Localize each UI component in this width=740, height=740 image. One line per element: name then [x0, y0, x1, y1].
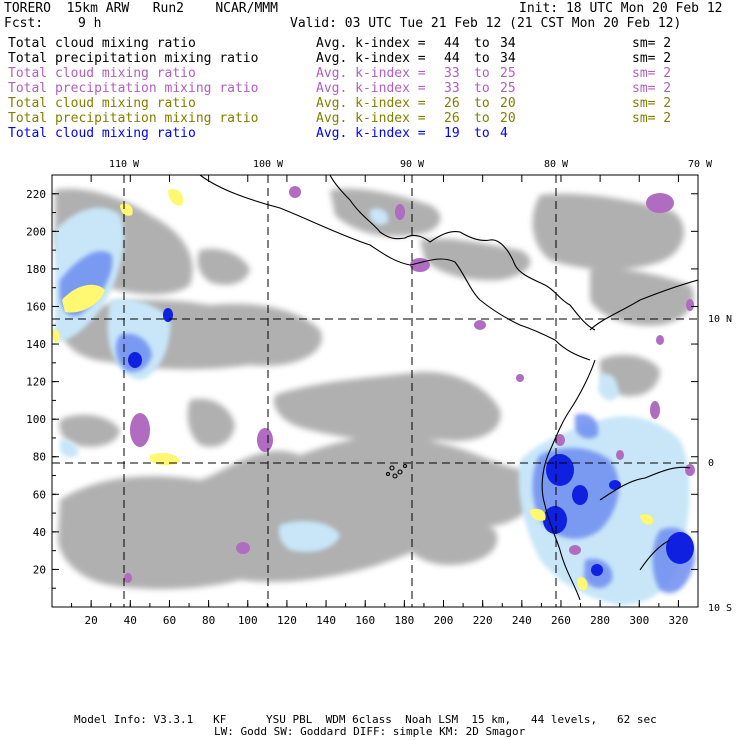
x-tick-label: 320: [668, 614, 688, 627]
k-index-to: 25: [500, 66, 516, 81]
k-index-from: 26: [444, 111, 460, 126]
k-index-to-word: to: [474, 126, 490, 141]
x-tick-label: 200: [434, 614, 454, 627]
y-tick-label: 100: [26, 413, 46, 426]
model-info-line2: LW: Godd SW: Goddard DIFF: simple KM: 2D…: [214, 725, 526, 738]
x-tick-label: 160: [355, 614, 375, 627]
k-index-label: Avg. k-index =: [316, 96, 426, 111]
y-tick-label: 40: [33, 526, 46, 539]
valid-time: Valid: 03 UTC Tue 21 Feb 12 (21 CST Mon …: [290, 16, 682, 31]
k-index-to: 25: [500, 81, 516, 96]
k-index-from: 26: [444, 96, 460, 111]
x-tick-label: 100: [238, 614, 258, 627]
lat-lon-grid: [52, 175, 698, 607]
latitude-labels: 10 N 0 10 S: [708, 314, 732, 614]
y-tick-label: 160: [26, 300, 46, 313]
smoothing-label: sm= 2: [632, 111, 672, 126]
y-tick-label: 20: [33, 563, 46, 576]
k-index-to: 34: [500, 36, 516, 51]
cloud-field-purple: [124, 186, 695, 583]
x-tick-label: 140: [316, 614, 336, 627]
lon-label: 80 W: [544, 159, 569, 170]
model-title: TORERO 15km ARW Run2 NCAR/MMM: [4, 1, 278, 16]
smoothing-label: sm= 2: [632, 36, 672, 51]
k-index-from: 44: [444, 36, 460, 51]
y-grid-index-labels: 20 40 60 80 100 120 140 160 180 200 220: [26, 188, 46, 577]
smoothing-label: sm= 2: [632, 51, 672, 66]
k-index-label: Avg. k-index =: [316, 111, 426, 126]
cloud-field-yellow: [52, 189, 654, 591]
y-tick-label: 80: [33, 451, 46, 464]
x-tick-label: 220: [473, 614, 493, 627]
k-index-to: 20: [500, 96, 516, 111]
k-index-to-word: to: [474, 66, 490, 81]
model-info-line1: Model Info: V3.3.1 KF YSU PBL WDM 6class…: [74, 713, 657, 726]
lat-label: 0: [708, 458, 714, 469]
k-index-label: Avg. k-index =: [316, 51, 426, 66]
x-tick-label: 20: [85, 614, 98, 627]
lat-label: 10 N: [708, 314, 732, 325]
x-tick-label: 80: [202, 614, 215, 627]
field-name: Total precipitation mixing ratio: [8, 111, 259, 126]
lon-label: 70 W: [688, 159, 713, 170]
x-tick-label: 260: [551, 614, 571, 627]
k-index-to-word: to: [474, 81, 490, 96]
k-index-label: Avg. k-index =: [316, 36, 426, 51]
smoothing-label: sm= 2: [632, 81, 672, 96]
field-name: Total cloud mixing ratio: [8, 36, 196, 51]
plot-frame: [51, 174, 699, 608]
smoothing-label: sm= 2: [632, 96, 672, 111]
lon-label: 90 W: [400, 159, 425, 170]
x-tick-label: 60: [163, 614, 176, 627]
y-tick-label: 220: [26, 188, 46, 201]
y-tick-label: 200: [26, 225, 46, 238]
k-index-to-word: to: [474, 96, 490, 111]
k-index-from: 19: [444, 126, 460, 141]
field-name: Total cloud mixing ratio: [8, 66, 196, 81]
lon-label: 100 W: [253, 159, 284, 170]
k-index-to-word: to: [474, 36, 490, 51]
x-tick-label: 240: [512, 614, 532, 627]
longitude-labels: 110 W 100 W 90 W 80 W 70 W: [109, 159, 713, 170]
k-index-to-word: to: [474, 51, 490, 66]
x-grid-index-labels: 20 40 60 80 100 120 140 160 180 200 220 240 260 280 30…: [85, 614, 689, 627]
field-name: Total cloud mixing ratio: [8, 126, 196, 141]
forecast-label: Fcst:: [4, 16, 44, 31]
y-tick-label: 180: [26, 263, 46, 276]
x-tick-label: 120: [277, 614, 297, 627]
field-name: Total cloud mixing ratio: [8, 96, 196, 111]
y-tick-label: 60: [33, 488, 46, 501]
x-tick-label: 280: [590, 614, 610, 627]
init-time: Init: 18 UTC Mon 20 Feb 12: [519, 1, 723, 16]
x-tick-label: 300: [629, 614, 649, 627]
y-tick-label: 140: [26, 338, 46, 351]
k-index-from: 33: [444, 66, 460, 81]
x-tick-label: 40: [124, 614, 137, 627]
coastline: [199, 175, 698, 601]
field-name: Total precipitation mixing ratio: [8, 51, 259, 66]
k-index-to: 34: [500, 51, 516, 66]
axis-ticks: [51, 174, 699, 608]
k-index-from: 33: [444, 81, 460, 96]
k-index-label: Avg. k-index =: [316, 66, 426, 81]
smoothing-label: sm= 2: [632, 66, 672, 81]
field-name: Total precipitation mixing ratio: [8, 81, 259, 96]
k-index-label: Avg. k-index =: [316, 81, 426, 96]
forecast-hour: 9 h: [78, 16, 102, 31]
k-index-label: Avg. k-index =: [316, 126, 426, 141]
lat-label: 10 S: [708, 603, 732, 614]
lon-label: 110 W: [109, 159, 140, 170]
y-tick-label: 120: [26, 376, 46, 389]
k-index-from: 44: [444, 51, 460, 66]
k-index-to: 20: [500, 111, 516, 126]
k-index-to-word: to: [474, 111, 490, 126]
k-index-to: 4: [500, 126, 508, 141]
x-tick-label: 180: [394, 614, 414, 627]
